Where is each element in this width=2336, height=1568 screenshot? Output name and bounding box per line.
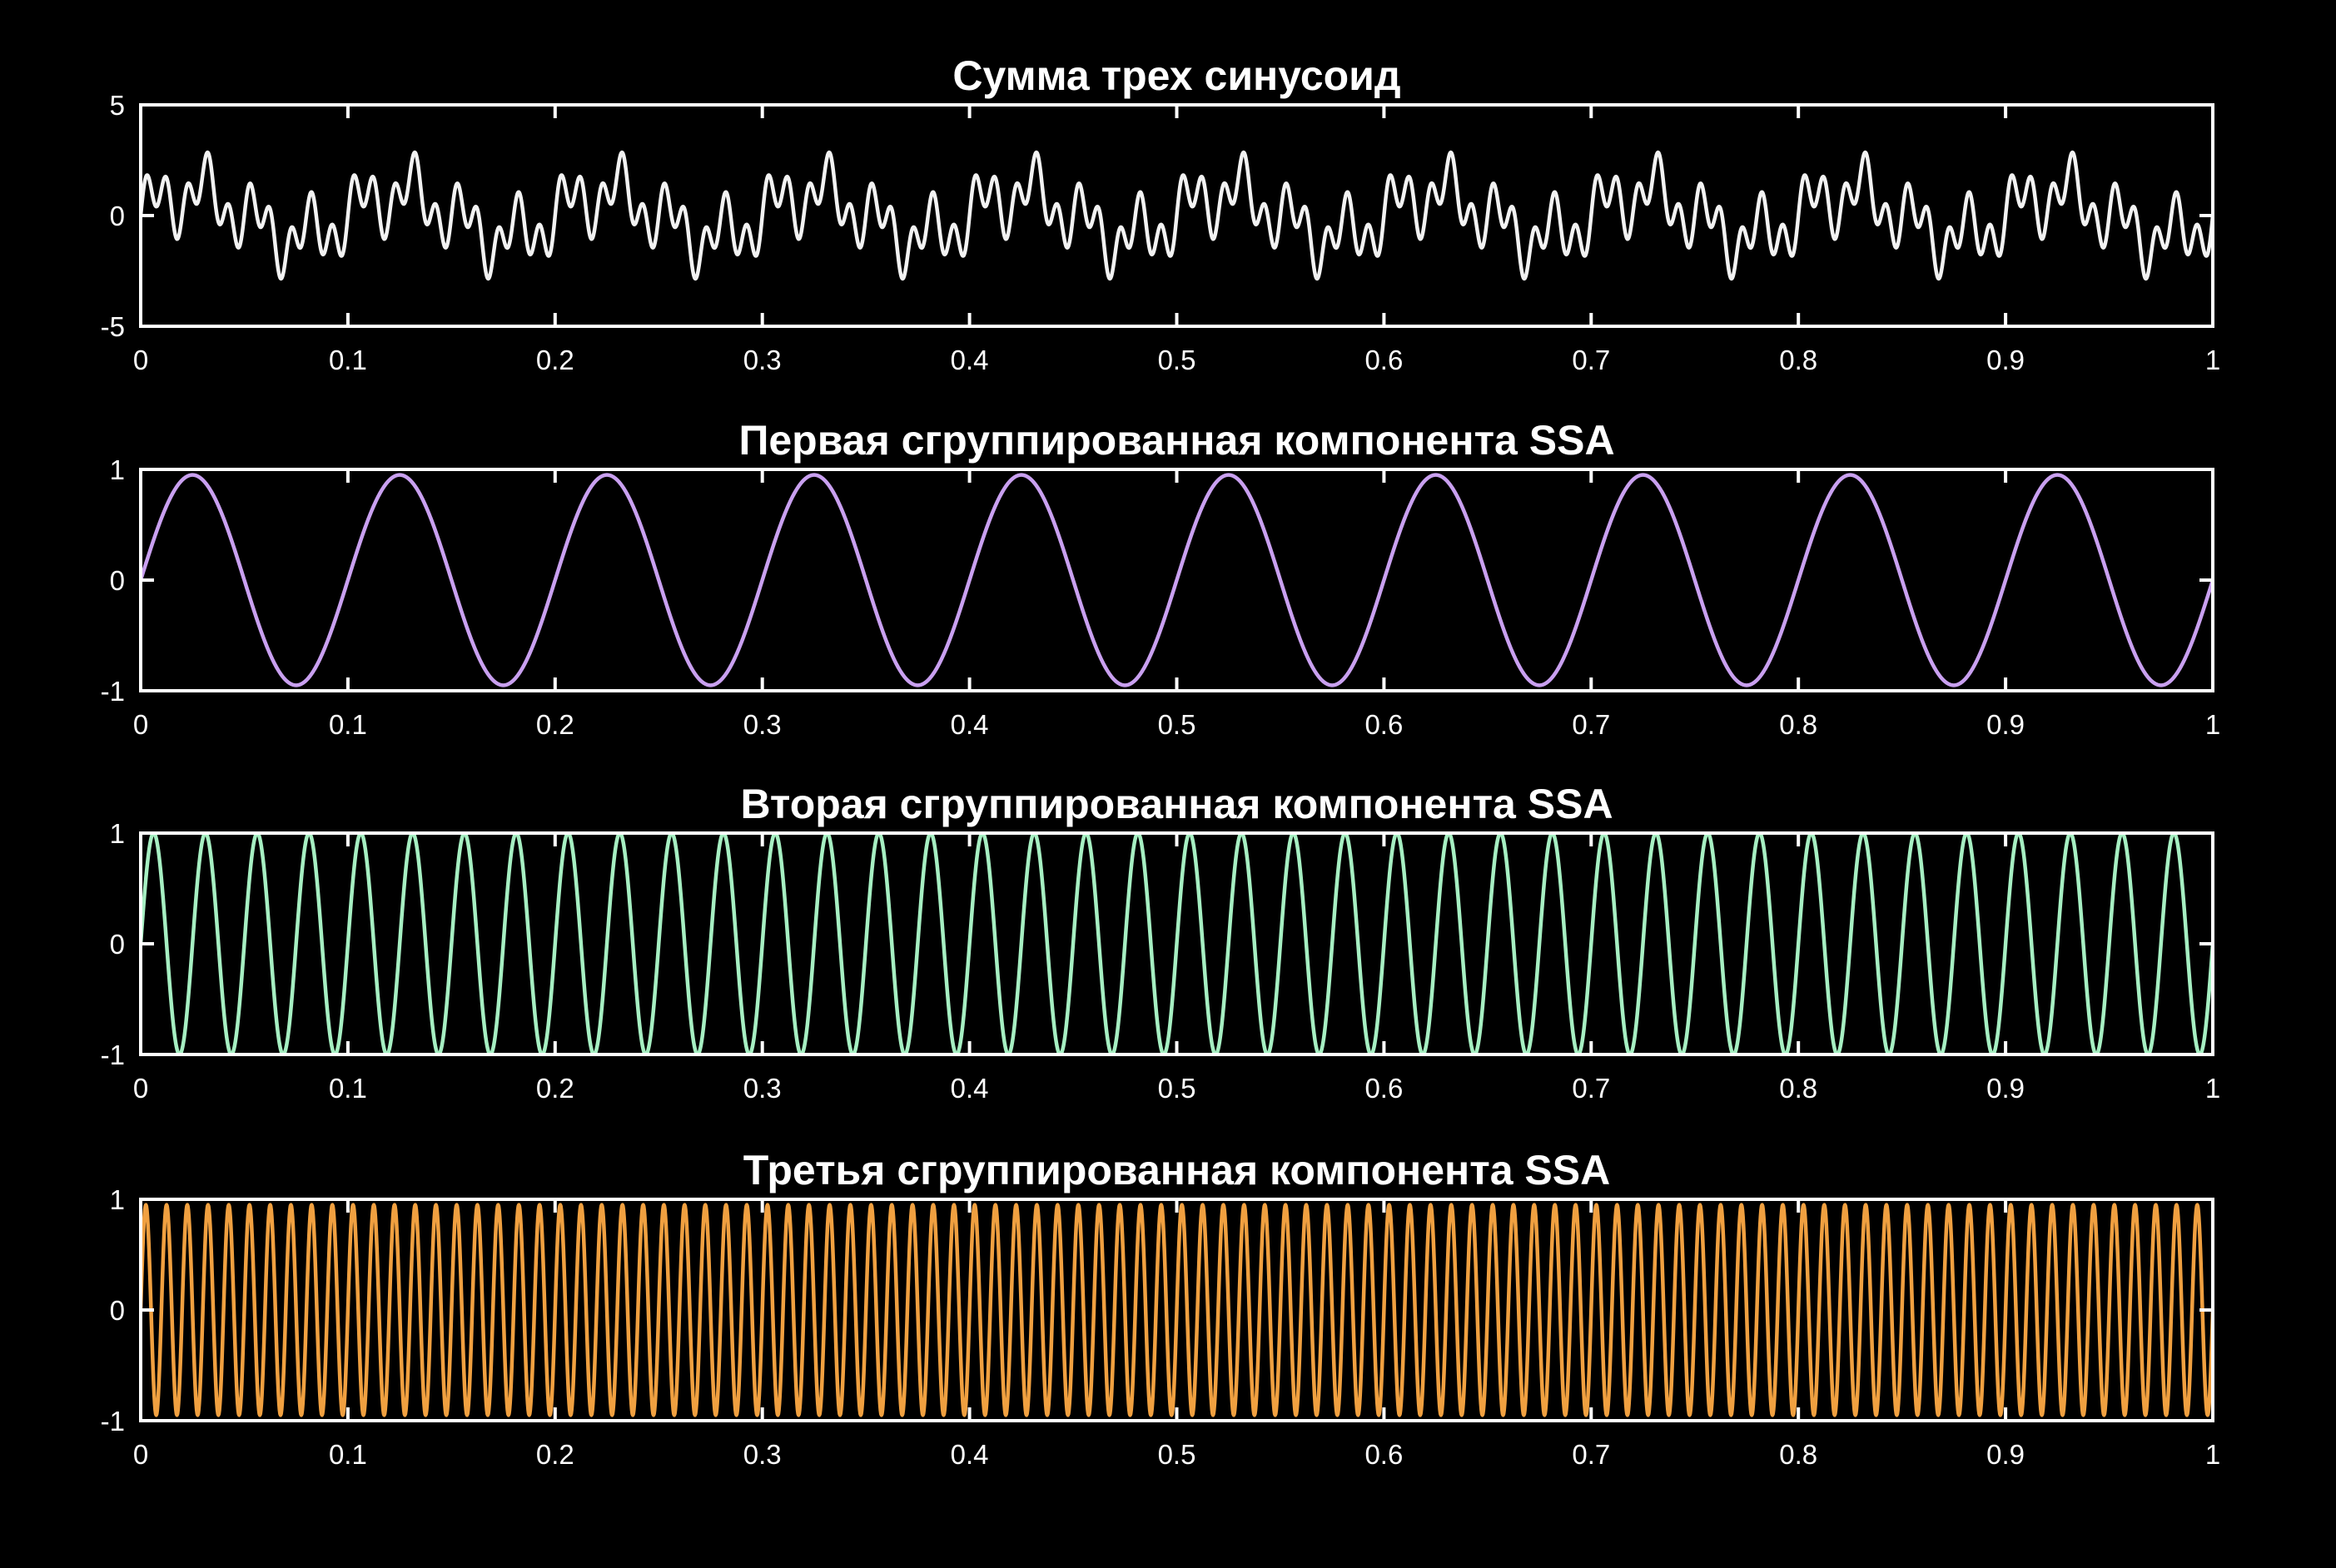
y-tick-label: 0 <box>110 565 125 596</box>
y-tick-label: -1 <box>101 1040 125 1070</box>
subplot-title: Третья сгруппированная компонента SSA <box>743 1147 1611 1193</box>
x-tick-label: 0.3 <box>743 709 782 740</box>
x-tick-label: 0.2 <box>536 709 574 740</box>
x-tick-label: 0.7 <box>1572 345 1610 375</box>
x-tick-label: 0.4 <box>951 709 989 740</box>
x-tick-label: 0.6 <box>1364 1073 1403 1104</box>
x-tick-label: 0.5 <box>1158 345 1196 375</box>
subplot-title: Сумма трех синусоид <box>952 52 1400 99</box>
x-tick-label: 0.9 <box>1986 345 2025 375</box>
x-tick-label: 0 <box>133 1073 148 1104</box>
x-tick-label: 0.3 <box>743 1073 782 1104</box>
x-tick-label: 0.3 <box>743 1439 782 1470</box>
x-tick-label: 1 <box>2205 1073 2220 1104</box>
subplot-1: Сумма трех синусоид 0 0.1 0.2 0.3 0.4 0.5 0.6 0.… <box>101 52 2221 375</box>
x-tick-label: 1 <box>2205 709 2220 740</box>
x-tick-label: 0.7 <box>1572 1439 1610 1470</box>
subplot-title: Вторая сгруппированная компонента SSA <box>740 781 1613 827</box>
series-line <box>141 1203 2213 1417</box>
x-tick-label: 0.2 <box>536 1439 574 1470</box>
x-tick-label: 0 <box>133 709 148 740</box>
y-tick-label: -1 <box>101 1406 125 1437</box>
x-tick-label: 0.5 <box>1158 1073 1196 1104</box>
x-tick-label: 0.1 <box>329 345 367 375</box>
x-tick-label: 0.1 <box>329 709 367 740</box>
x-tick-label: 0.6 <box>1364 709 1403 740</box>
x-tick-label: 0.4 <box>951 345 989 375</box>
x-tick-label: 0.8 <box>1779 1439 1817 1470</box>
x-tick-label: 0.2 <box>536 1073 574 1104</box>
x-tick-label: 0.2 <box>536 345 574 375</box>
series-line <box>141 831 2213 1056</box>
x-tick-label: 0.5 <box>1158 709 1196 740</box>
x-tick-label: 0.9 <box>1986 1073 2025 1104</box>
x-tick-label: 0.9 <box>1986 1439 2025 1470</box>
x-tick-label: 0.4 <box>951 1073 989 1104</box>
x-tick-label: 0.7 <box>1572 1073 1610 1104</box>
x-tick-label: 0.5 <box>1158 1439 1196 1470</box>
y-tick-label: -5 <box>101 311 125 342</box>
x-tick-label: 0.6 <box>1364 345 1403 375</box>
x-tick-label: 0.8 <box>1779 709 1817 740</box>
x-tick-label: 0.8 <box>1779 1073 1817 1104</box>
series-line <box>141 150 2213 281</box>
x-tick-label: 0.9 <box>1986 709 2025 740</box>
series-line <box>141 473 2213 687</box>
subplot-4: Третья сгруппированная компонента SSA 0 0.… <box>101 1147 2221 1470</box>
x-tick-label: 0 <box>133 345 148 375</box>
x-tick-label: 0.6 <box>1364 1439 1403 1470</box>
x-tick-label: 0 <box>133 1439 148 1470</box>
x-tick-label: 1 <box>2205 345 2220 375</box>
x-tick-label: 0.7 <box>1572 709 1610 740</box>
y-tick-label: 0 <box>110 1295 125 1326</box>
subplot-3: Вторая сгруппированная компонента SSA 0 0.… <box>101 781 2221 1104</box>
y-tick-label: 5 <box>110 90 125 121</box>
y-tick-label: 0 <box>110 929 125 960</box>
x-tick-label: 0.1 <box>329 1439 367 1470</box>
y-tick-label: 1 <box>110 454 125 485</box>
x-tick-label: 0.3 <box>743 345 782 375</box>
x-tick-label: 1 <box>2205 1439 2220 1470</box>
y-tick-label: 1 <box>110 818 125 849</box>
x-tick-label: 0.4 <box>951 1439 989 1470</box>
y-tick-label: -1 <box>101 676 125 707</box>
subplot-title: Первая сгруппированная компонента SSA <box>738 417 1614 464</box>
y-tick-label: 1 <box>110 1184 125 1215</box>
subplot-2: Первая сгруппированная компонента SSA 0 0.… <box>101 417 2221 740</box>
y-tick-label: 0 <box>110 201 125 231</box>
x-tick-label: 0.1 <box>329 1073 367 1104</box>
x-tick-label: 0.8 <box>1779 345 1817 375</box>
